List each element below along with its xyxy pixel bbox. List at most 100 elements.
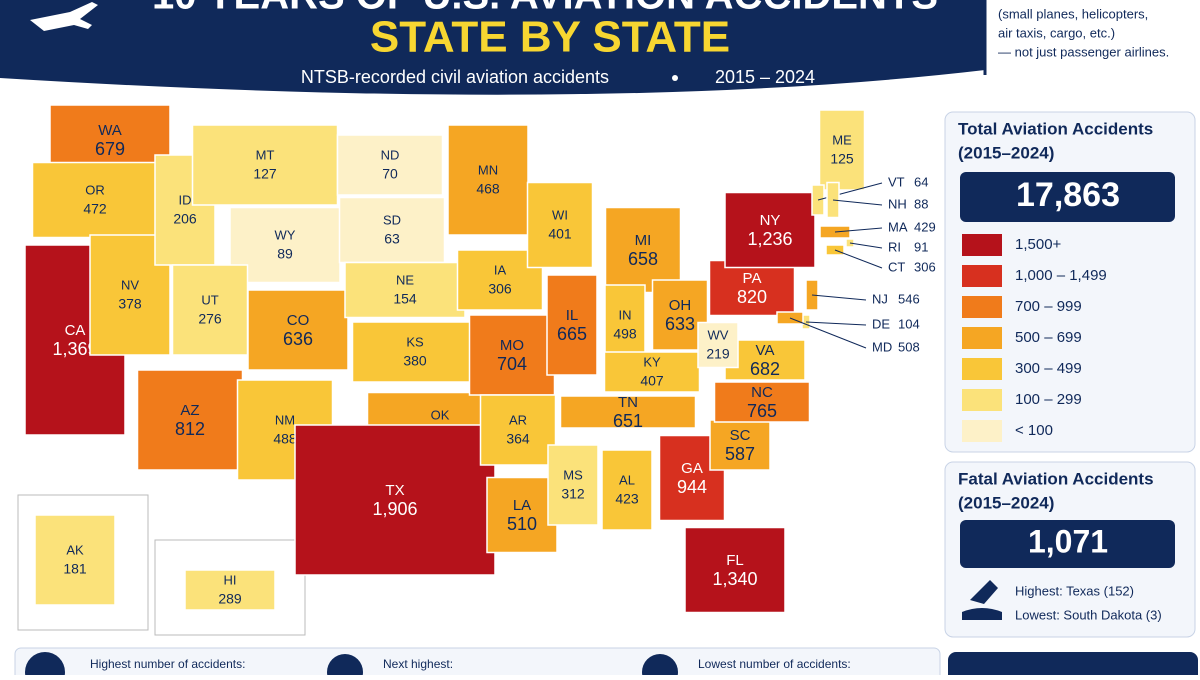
state-value: 380 <box>403 353 427 369</box>
state-value: 127 <box>253 166 277 182</box>
state-abbr: SC <box>730 427 751 444</box>
legend-swatch <box>962 358 1002 380</box>
state-value: 306 <box>914 259 936 274</box>
state-abbr: IL <box>566 307 579 324</box>
callout-line <box>811 294 867 301</box>
state-abbr: PA <box>743 270 762 287</box>
state-value: 682 <box>750 359 780 379</box>
legend-swatch <box>962 420 1002 442</box>
subtitle: NTSB-recorded civil aviation accidents <box>301 67 609 87</box>
state <box>604 206 682 294</box>
fatal-highest: Highest: Texas (152) <box>1015 583 1134 598</box>
footer-box <box>948 652 1198 680</box>
legend-swatch <box>962 234 1002 256</box>
state-value: 546 <box>898 291 920 306</box>
state-abbr: HI <box>224 572 237 587</box>
state-abbr: TX <box>385 482 404 499</box>
legend-label: 700 – 999 <box>1015 298 1082 315</box>
state-value: 468 <box>476 181 500 197</box>
state-value: 91 <box>914 239 928 254</box>
state-abbr: UT <box>201 292 218 307</box>
total-box <box>960 172 1175 222</box>
panel-title: Total Aviation Accidents <box>958 119 1153 138</box>
note-line: — not just passenger airlines. <box>998 44 1169 59</box>
state-abbr: WA <box>98 122 122 139</box>
state <box>468 314 556 396</box>
legend-label: 1,000 – 1,499 <box>1015 267 1107 284</box>
footer-icon <box>327 654 363 680</box>
state <box>547 444 599 526</box>
state-value: 812 <box>175 419 205 439</box>
state <box>34 514 116 606</box>
state-abbr: OK <box>431 407 450 422</box>
state-value: 63 <box>384 231 400 247</box>
footer-label: Lowest number of accidents: <box>698 657 851 671</box>
state-abbr: OR <box>85 182 105 197</box>
fatal-lowest: Lowest: South Dakota (3) <box>1015 607 1162 622</box>
state <box>351 321 479 383</box>
title-top: 10 YEARS OF U.S. AVIATION ACCIDENTS <box>152 0 938 18</box>
state-value: 820 <box>737 287 767 307</box>
state-value: 64 <box>914 174 928 189</box>
footer-label: Next highest: <box>383 657 453 671</box>
state-abbr: MT <box>256 147 275 162</box>
state <box>486 476 558 554</box>
legend-swatch <box>962 296 1002 318</box>
state <box>559 395 697 429</box>
footer-icon <box>642 654 678 680</box>
state <box>546 274 598 376</box>
state-value: 472 <box>83 201 107 217</box>
state-value: 633 <box>665 314 695 334</box>
legend-swatch <box>962 389 1002 411</box>
state-abbr: MD <box>872 339 892 354</box>
state-abbr: AL <box>619 472 635 487</box>
state-value: 407 <box>640 373 664 389</box>
state <box>526 181 594 269</box>
footer-label: Highest number of accidents: <box>90 657 245 671</box>
state-abbr: NM <box>275 412 295 427</box>
note-line: Includes all civil aviation <box>998 0 1137 2</box>
panel-title: (2015–2024) <box>958 143 1054 162</box>
state-value: 306 <box>488 281 512 297</box>
state-value: 88 <box>914 196 928 211</box>
state-abbr: WI <box>552 207 568 222</box>
state <box>603 351 701 393</box>
note-box <box>985 0 1200 80</box>
state <box>709 419 771 471</box>
state-abbr: CT <box>888 259 905 274</box>
state <box>697 321 739 369</box>
state-value: 378 <box>118 296 142 312</box>
state-value: 181 <box>63 561 87 577</box>
state-value: 498 <box>613 326 637 342</box>
state-value: 89 <box>277 246 293 262</box>
state-abbr: WV <box>708 327 729 342</box>
callout-line <box>805 321 867 326</box>
panel-title: Fatal Aviation Accidents <box>958 469 1154 488</box>
years: 2015 – 2024 <box>715 67 815 87</box>
state <box>818 109 866 191</box>
footer: Highest number of accidents: Next highest… <box>90 657 851 671</box>
state-abbr: MN <box>478 162 498 177</box>
state <box>684 526 786 614</box>
state-abbr: KS <box>406 334 424 349</box>
state-value: 312 <box>561 486 585 502</box>
fatal-box <box>960 520 1175 568</box>
state-abbr: AZ <box>180 402 199 419</box>
state-abbr: AR <box>509 412 527 427</box>
state <box>294 424 496 576</box>
state-value: 1,369 <box>52 339 97 359</box>
state-abbr: ND <box>381 147 400 162</box>
state <box>247 289 349 371</box>
state-abbr: OH <box>669 297 692 314</box>
state <box>336 134 444 196</box>
state <box>344 261 466 319</box>
state-value: 1,236 <box>747 229 792 249</box>
ak-inset <box>17 494 149 631</box>
state-value: 510 <box>507 514 537 534</box>
state-abbr: DE <box>872 316 890 331</box>
state-abbr: FL <box>726 552 744 569</box>
state-abbr: TN <box>618 394 638 411</box>
state-abbr: ME <box>832 132 852 147</box>
state-abbr: NY <box>760 212 781 229</box>
state-value: 364 <box>506 431 530 447</box>
